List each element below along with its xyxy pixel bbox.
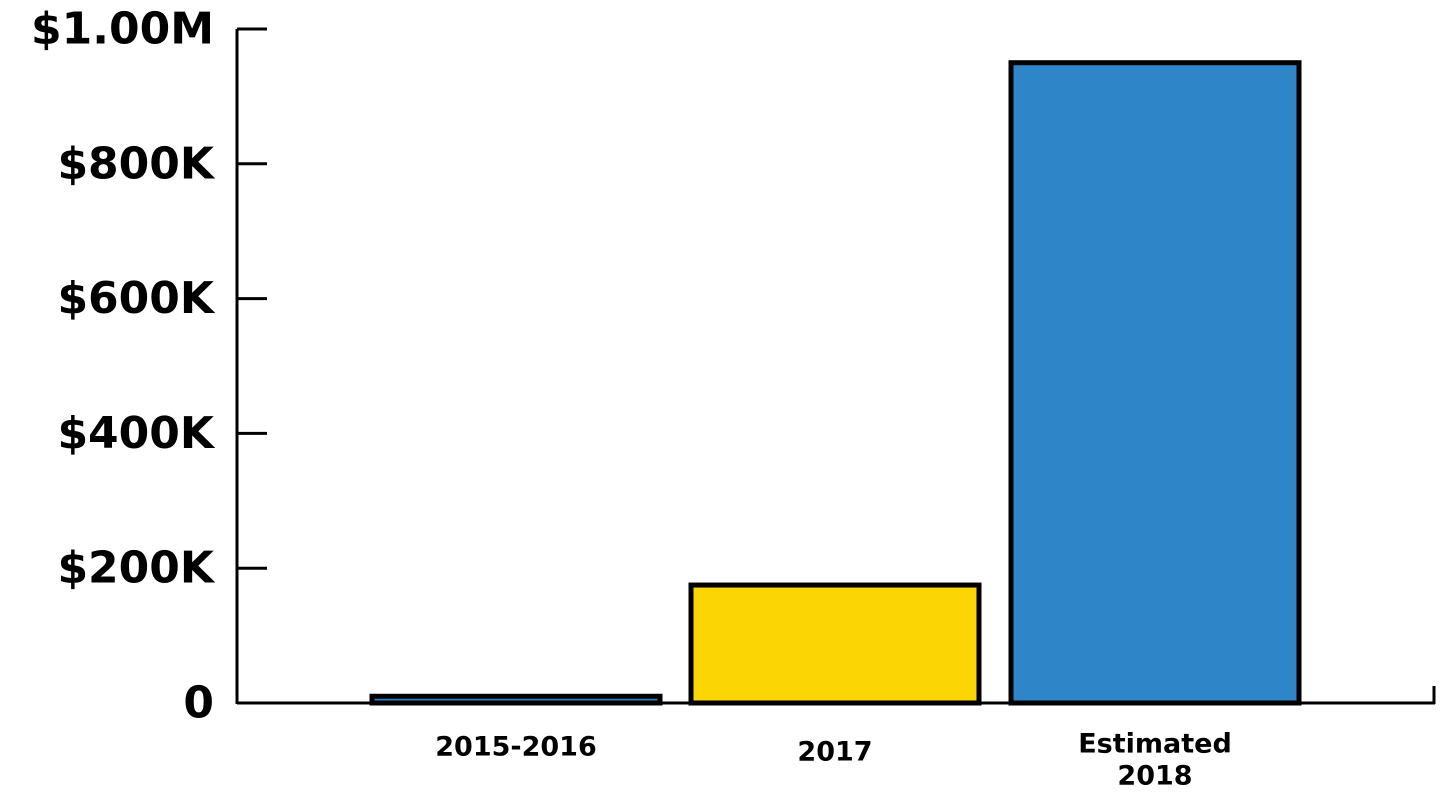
bar: [688, 582, 982, 706]
y-tick-label: $800K: [57, 138, 215, 189]
y-tick-label: $400K: [57, 408, 215, 459]
bars-group: [369, 60, 1302, 706]
bar: [1008, 60, 1302, 706]
x-tick-label: 2017: [797, 737, 872, 768]
y-tick-label: $600K: [57, 273, 215, 324]
y-tick-label: $1.00M: [31, 4, 214, 55]
axes-group: [235, 29, 1436, 705]
y-ticks-group: 0 $200K $400K $600K $800K $1.00M: [31, 4, 267, 729]
x-tick-label: 2018: [1117, 761, 1192, 792]
y-tick-label: 0: [183, 678, 214, 729]
x-tick-label: 2015-2016: [435, 732, 597, 763]
y-tick-label: $200K: [57, 543, 215, 594]
x-tick-label: Estimated: [1078, 729, 1232, 760]
